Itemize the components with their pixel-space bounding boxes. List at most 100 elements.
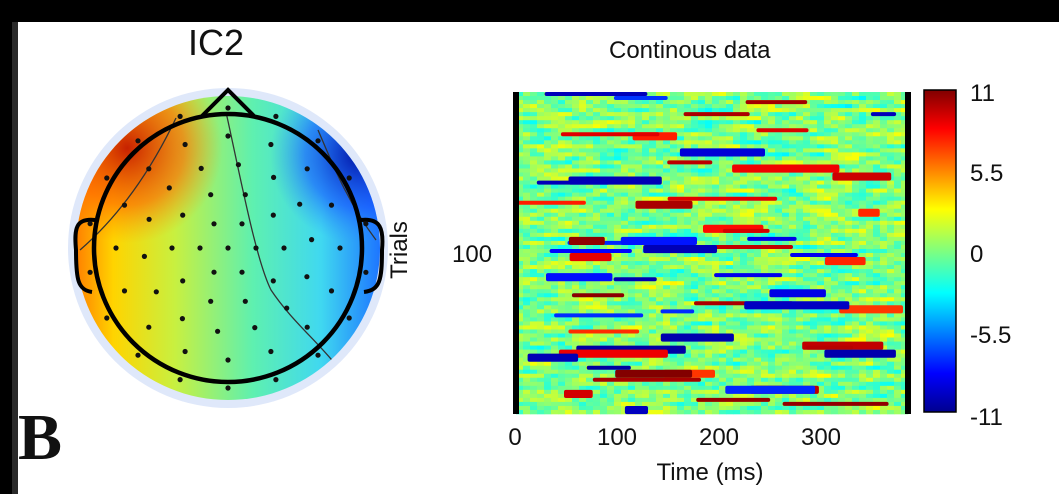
- heatmap-cell: [635, 341, 643, 346]
- electrode-dot: [346, 175, 352, 181]
- heatmap-cell: [677, 385, 685, 391]
- heatmap-cell: [852, 160, 860, 165]
- heatmap-cell: [782, 96, 790, 101]
- heatmap-cell: [817, 200, 825, 206]
- heatmap-cell: [705, 212, 713, 218]
- heatmap-cell: [691, 365, 699, 371]
- heatmap-cell: [817, 224, 825, 230]
- heatmap-cell: [572, 317, 580, 322]
- heatmap-cell: [803, 285, 811, 290]
- heatmap-cell: [621, 265, 629, 270]
- heatmap-cell: [901, 377, 909, 383]
- heatmap-streak: [660, 333, 734, 342]
- heatmap-cell: [614, 148, 622, 153]
- heatmap-cell: [663, 329, 671, 334]
- heatmap-cell: [831, 293, 839, 298]
- heatmap-cell: [810, 248, 818, 254]
- panel-letter: B: [18, 401, 63, 474]
- heatmap-cell: [614, 273, 622, 278]
- heatmap-cell: [859, 389, 867, 395]
- heatmap-cell: [838, 168, 846, 173]
- heatmap-cell: [740, 333, 748, 338]
- heatmap-cell: [621, 321, 629, 326]
- heatmap-cell: [607, 136, 615, 141]
- heatmap-cell: [733, 357, 741, 362]
- heatmap-cell: [740, 321, 748, 326]
- head-outline: [91, 111, 365, 385]
- heatmap-cell: [873, 200, 881, 206]
- heatmap-cell: [754, 393, 762, 399]
- heatmap-cell: [901, 164, 909, 169]
- heatmap-cell: [523, 152, 531, 157]
- heatmap-cell: [670, 265, 678, 270]
- heatmap-cell: [642, 285, 650, 290]
- heatmap-cell: [593, 244, 601, 250]
- heatmap-cell: [544, 297, 552, 302]
- heatmap-cell: [565, 253, 573, 258]
- heatmap-cell: [873, 144, 881, 149]
- heatmap-cell: [565, 184, 573, 189]
- heatmap-cell: [761, 232, 769, 238]
- heatmap-cell: [852, 325, 860, 330]
- heatmap-cell: [901, 204, 909, 210]
- heatmap-cell: [579, 337, 587, 342]
- heatmap-cell: [516, 369, 524, 375]
- heatmap-cell: [887, 301, 895, 306]
- electrode-dot: [104, 175, 110, 181]
- heatmap-cell: [600, 228, 608, 234]
- heatmap-cell: [635, 257, 643, 262]
- heatmap-cell: [901, 289, 909, 294]
- heatmap-cell: [698, 216, 706, 222]
- heatmap-cell: [516, 176, 524, 181]
- heatmap-cell: [901, 120, 909, 125]
- heatmap-cell: [768, 120, 776, 125]
- heatmap-cell: [705, 273, 713, 278]
- heatmap-cell: [782, 156, 790, 161]
- heatmap-cell: [670, 353, 678, 358]
- heatmap-cell: [810, 172, 818, 177]
- heatmap-cell: [530, 244, 538, 250]
- heatmap-cell: [901, 365, 909, 371]
- heatmap-cell: [901, 148, 909, 153]
- heatmap-cell: [803, 309, 811, 314]
- heatmap-cell: [614, 405, 622, 411]
- heatmap-cell: [593, 337, 601, 342]
- heatmap-cell: [670, 381, 678, 387]
- heatmap-cell: [698, 269, 706, 274]
- heatmap-cell: [726, 96, 734, 101]
- heatmap-cell: [866, 261, 874, 266]
- heatmap-cell: [544, 257, 552, 262]
- heatmap-cell: [691, 389, 699, 395]
- heatmap-cell: [635, 112, 643, 117]
- heatmap-cell: [789, 277, 797, 282]
- heatmap-cell: [614, 140, 622, 145]
- heatmap-cell: [789, 353, 797, 358]
- heatmap-cell: [677, 305, 685, 310]
- heatmap-cell: [614, 269, 622, 274]
- heatmap-streak: [725, 385, 816, 394]
- heatmap-cell: [705, 92, 713, 97]
- heatmap-cell: [684, 136, 692, 141]
- heatmap-cell: [530, 220, 538, 226]
- heatmap-cell: [873, 100, 881, 105]
- heatmap-cell: [586, 228, 594, 234]
- heatmap-cell: [852, 389, 860, 395]
- heatmap-cell: [740, 369, 748, 375]
- heatmap-cell: [670, 285, 678, 290]
- heatmap-cell: [894, 389, 902, 395]
- heatmap-cell: [831, 148, 839, 153]
- heatmap-cell: [873, 365, 881, 371]
- heatmap-cell: [761, 325, 769, 330]
- heatmap-cell: [768, 240, 776, 246]
- heatmap-cell: [775, 265, 783, 270]
- heatmap-cell: [747, 369, 755, 375]
- heatmap-cell: [579, 144, 587, 149]
- heatmap-cell: [558, 389, 566, 395]
- heatmap-cell: [796, 261, 804, 266]
- heatmap-cell: [523, 369, 531, 375]
- heatmap-cell: [852, 108, 860, 113]
- heatmap-cell: [684, 317, 692, 322]
- heatmap-cell: [880, 96, 888, 101]
- heatmap-cell: [544, 269, 552, 274]
- heatmap-cell: [817, 329, 825, 334]
